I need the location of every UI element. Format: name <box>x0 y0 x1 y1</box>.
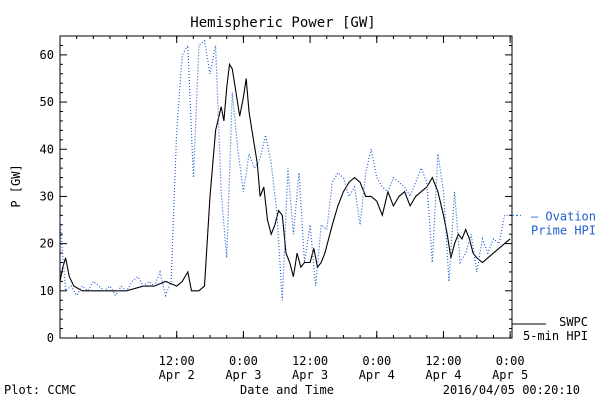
plot-credit: Plot: CCMC <box>4 383 76 397</box>
legend-label-swpc: SWPC <box>559 315 588 329</box>
legend-label-ovation: Prime HPI <box>531 223 596 237</box>
x-tick-label-date: Apr 3 <box>225 368 261 382</box>
x-tick-label-time: 0:00 <box>496 354 525 368</box>
x-tick-label-date: Apr 3 <box>292 368 328 382</box>
x-tick-label-time: 12:00 <box>425 354 461 368</box>
legend-label-ovation: — Ovation <box>531 209 596 223</box>
y-tick-label: 60 <box>40 48 54 62</box>
y-tick-label: 40 <box>40 142 54 156</box>
y-tick-label: 10 <box>40 284 54 298</box>
y-tick-label: 0 <box>47 331 54 345</box>
x-tick-label-date: Apr 4 <box>359 368 395 382</box>
legend-label-swpc: 5-min HPI <box>523 329 588 343</box>
chart-title: Hemispheric Power [GW] <box>190 15 375 31</box>
x-tick-label-time: 0:00 <box>229 354 258 368</box>
x-tick-label-time: 0:00 <box>362 354 391 368</box>
series-line-ovation <box>59 39 511 301</box>
x-axis-label: Date and Time <box>240 383 334 397</box>
x-tick-label-date: Apr 4 <box>425 368 461 382</box>
y-tick-label: 30 <box>40 189 54 203</box>
series-line-swpc <box>59 62 511 292</box>
plot-timestamp: 2016/04/05 00:20:10 <box>443 383 580 397</box>
x-tick-label-date: Apr 5 <box>492 368 528 382</box>
plot-frame <box>59 35 513 339</box>
y-tick-label: 20 <box>40 237 54 251</box>
y-tick-label: 50 <box>40 95 54 109</box>
y-axis-label: P [GW] <box>9 164 23 207</box>
x-tick-label-time: 12:00 <box>292 354 328 368</box>
x-tick-label-time: 12:00 <box>159 354 195 368</box>
x-tick-label-date: Apr 2 <box>159 368 195 382</box>
